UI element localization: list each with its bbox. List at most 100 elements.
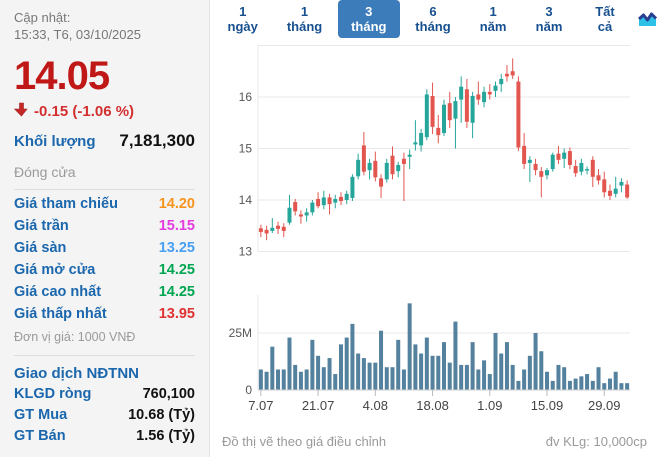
stat-value: 14.25 (158, 261, 195, 278)
tab-period-2[interactable]: 1 tháng (273, 0, 335, 38)
volume-bar (338, 344, 343, 390)
volume-bar (613, 371, 618, 390)
candle (413, 142, 418, 145)
volume-bar (327, 358, 332, 390)
candle (304, 212, 309, 216)
tab-period-3[interactable]: 3 tháng (337, 0, 400, 38)
volume-bar (516, 380, 521, 390)
stat-label: GT Bán (14, 427, 66, 444)
volume-bar (258, 369, 263, 390)
price-change: -0.15 (-1.06 %) (34, 103, 135, 121)
candle (442, 104, 446, 134)
x-axis-label: 21.07 (302, 398, 335, 413)
volume-unit-note: đv KLg: 10,000cp (545, 434, 647, 449)
foreign-trading-table: KLGD ròng 760,100 GT Mua 10.68 (Tỷ) GT Bán 1.… (14, 386, 195, 445)
close-price-label: Đóng cửa (14, 163, 76, 180)
candle (419, 133, 424, 146)
volume-bar (310, 339, 315, 390)
y-axis-label: 13 (239, 245, 253, 259)
stat-label: Giá mở cửa (14, 261, 96, 278)
candle (482, 91, 487, 103)
volume-bar (350, 323, 355, 390)
candle (373, 160, 378, 178)
volume-bar (367, 362, 372, 390)
y-axis-label: 14 (239, 193, 253, 207)
down-arrow-icon (13, 102, 29, 122)
stat-label: Giá sàn (14, 239, 67, 256)
volume-bar (482, 360, 487, 390)
stat-row: Giá mở cửa 14.25 (14, 262, 195, 279)
volume-bar (293, 364, 298, 390)
volume-bar (539, 351, 544, 390)
stat-row: KLGD ròng 760,100 (14, 386, 195, 403)
candle (579, 162, 584, 172)
volume-value: 7,181,300 (119, 130, 195, 150)
volume-bar (510, 364, 515, 390)
candle (607, 190, 612, 196)
candle (367, 162, 372, 171)
candle (602, 179, 607, 193)
candle (493, 85, 498, 91)
volume-bar (298, 371, 303, 390)
stat-value: 10.68 (Tỷ) (128, 406, 195, 423)
candle (270, 227, 275, 231)
stat-row: GT Bán 1.56 (Tỷ) (14, 428, 195, 445)
volume-bar (607, 378, 612, 390)
chart-area: 13 14 15 16 25M 0 7.07 21.07 4.08 18.08 1.09 15.09 2… (210, 32, 657, 433)
volume-bar (504, 342, 509, 390)
candle (258, 228, 263, 232)
candle (356, 159, 361, 177)
y-axis-label: 25M (229, 326, 252, 340)
candle (487, 91, 492, 95)
price-volume-chart[interactable]: 13 14 15 16 25M 07.07 21.07 4.08 18.08 1.09 15.09 2… (210, 32, 657, 428)
candle (522, 145, 527, 164)
candle (407, 154, 412, 157)
volume-bar (573, 378, 578, 390)
candle (476, 94, 481, 100)
stat-label: Giá thấp nhất (14, 305, 107, 322)
tab-period-5[interactable]: 1 năm (466, 0, 520, 38)
volume-bar (596, 367, 601, 390)
tab-period-6[interactable]: 3 năm (522, 0, 576, 38)
candle (436, 127, 441, 136)
candle (344, 193, 349, 200)
price-stats-table: Giá tham chiếu 14.20 Giá trần 15.15 Giá sàn 1… (14, 196, 195, 323)
stat-value: 14.20 (158, 195, 195, 212)
tab-period-7[interactable]: Tất cả (578, 0, 632, 38)
candle (379, 178, 384, 187)
tab-period-4[interactable]: 6 tháng (402, 0, 464, 38)
stat-row: Giá tham chiếu 14.20 (14, 196, 195, 213)
period-tabs: 1 ngày 1 tháng 3 tháng 6 tháng 1 năm 3 năm Tất… (210, 0, 657, 38)
volume-bar (379, 330, 384, 390)
update-time: 15:33, T6, 03/10/2025 (14, 26, 141, 42)
volume-bar (321, 367, 326, 390)
volume-bar (401, 369, 406, 390)
volume-bar (304, 369, 309, 390)
stat-value: 15.15 (158, 217, 195, 234)
x-axis-label: 4.08 (363, 398, 388, 413)
candle (464, 89, 469, 122)
area-chart-icon[interactable] (637, 11, 657, 28)
adjusted-price-note: Đồ thị vẽ theo giá điều chỉnh (222, 434, 387, 449)
volume-bar (579, 376, 584, 390)
volume-bar (527, 355, 532, 390)
y-axis-label: 15 (239, 142, 253, 156)
volume-bar (344, 337, 349, 390)
candle (556, 153, 561, 160)
volume-bar (373, 362, 378, 390)
volume-bar (316, 355, 321, 390)
sidebar: Cập nhật: 15:33, T6, 03/10/2025 14.05 -0… (0, 0, 210, 457)
stat-value: 14.25 (158, 283, 195, 300)
stat-row: Giá thấp nhất 13.95 (14, 306, 195, 323)
stat-value: 1.56 (Tỷ) (136, 427, 195, 444)
candle (264, 229, 269, 234)
tab-period-1[interactable]: 1 ngày (214, 0, 271, 38)
stat-value: 13.95 (158, 305, 195, 322)
volume-bar (545, 371, 550, 390)
candle (539, 171, 544, 177)
candle (550, 154, 555, 170)
volume-bar (522, 369, 527, 390)
candle (316, 198, 321, 207)
candle (447, 103, 452, 121)
volume-bar (407, 303, 412, 390)
